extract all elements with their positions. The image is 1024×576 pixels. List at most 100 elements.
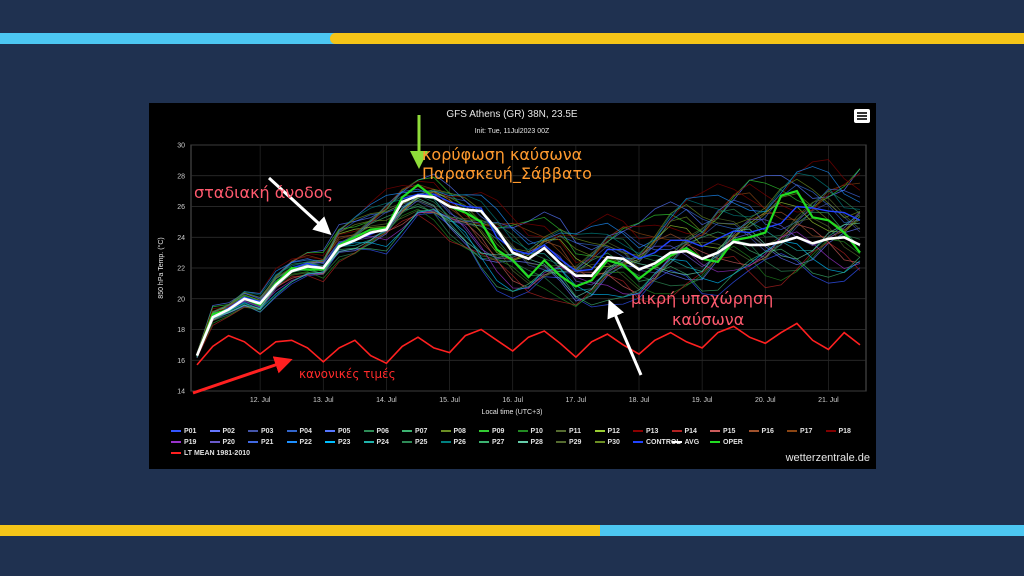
credit-text[interactable]: wetterzentrale.de [785,452,870,464]
legend-item[interactable]: P22 [286,439,312,446]
legend-label: P06 [376,428,389,435]
legend-item[interactable]: CONTROL [633,439,681,446]
legend-label: P17 [800,428,813,435]
legend-swatch [517,430,528,433]
x-tick-label: 15. Jul [439,397,460,404]
y-tick-label: 26 [177,204,185,211]
chart-menu-button[interactable] [854,109,870,123]
legend-swatch [325,430,335,433]
ensemble-member-line [196,203,861,357]
legend-swatch [171,430,181,433]
legend-item[interactable]: P03 [248,428,273,435]
legend-label: P29 [569,439,582,446]
legend-label: P11 [569,428,582,435]
legend-swatch [479,441,489,444]
ensemble-member-line [196,172,861,354]
legend-item[interactable]: P14 [671,428,697,435]
legend-label: P21 [261,439,274,446]
legend-item[interactable]: P13 [633,428,658,435]
legend-item[interactable]: P01 [171,428,196,435]
arrow-small-dip [607,299,643,376]
legend-label: P05 [338,428,351,435]
ensemble-member-line [196,209,861,358]
x-tick-label: 13. Jul [313,397,334,404]
legend-item[interactable]: OPER [710,439,743,446]
series-layer [195,183,861,366]
legend-item[interactable]: P25 [402,439,427,446]
legend-item[interactable]: P26 [440,439,466,446]
legend-swatch [556,441,566,444]
legend-item[interactable]: P15 [710,428,735,435]
legend-item[interactable]: P08 [440,428,466,435]
legend-swatch [594,430,605,433]
y-tick-label: 20 [177,296,185,303]
legend-item[interactable]: P09 [479,428,504,435]
ensemble-member-line [196,208,861,358]
x-tick-label: 17. Jul [566,397,587,404]
legend-label: AVG [684,439,700,446]
legend-item[interactable]: P18 [825,428,851,435]
legend-label: P30 [607,439,620,446]
legend-swatch [209,441,220,444]
legend-label: P13 [646,428,659,435]
x-tick-label: 19. Jul [692,397,713,404]
legend-label: P19 [184,439,197,446]
legend-item[interactable]: P05 [325,428,350,435]
legend-item[interactable]: P16 [748,428,774,435]
legend-item[interactable]: P12 [594,428,620,435]
series-line-lt-mean-1981-2010 [196,322,861,366]
legend-item[interactable]: P04 [286,428,312,435]
legend-item[interactable]: P30 [594,439,620,446]
y-tick-label: 28 [177,173,185,180]
series-line-avg [195,194,861,357]
legend-item[interactable]: P20 [209,439,235,446]
legend-swatch [748,430,759,433]
legend-swatch [710,441,720,444]
legend-item[interactable]: P21 [248,439,273,446]
legend-item[interactable]: P06 [363,428,389,435]
legend-item[interactable]: P24 [363,439,389,446]
series-line-control [196,193,861,356]
legend-swatch [671,430,682,433]
legend-label: P27 [492,439,505,446]
annotation-peak-line2: Παρασκευή_Σάββατο [422,164,592,183]
ensemble-member-line [196,172,861,356]
x-tick-label: 21. Jul [818,397,839,404]
ensemble-member-line [196,210,861,358]
legend-label: P20 [222,439,235,446]
legend-swatch [402,441,412,444]
y-tick-label: 14 [177,389,185,396]
chart-svg: GFS Athens (GR) 38N, 23.5E Init: Tue, 11… [157,109,867,416]
legend-item[interactable]: AVG [671,439,700,446]
legend-item[interactable]: P27 [479,439,504,446]
legend-item[interactable]: P23 [325,439,350,446]
legend-item[interactable]: P11 [556,428,581,435]
legend-label: P25 [415,439,428,446]
chart-panel: GFS Athens (GR) 38N, 23.5E Init: Tue, 11… [149,103,876,469]
legend-swatch [633,430,643,433]
legend-item[interactable]: P29 [556,439,581,446]
legend-item[interactable]: P10 [517,428,543,435]
legend-swatch [787,430,797,433]
legend-swatch [594,441,605,444]
legend-swatch [517,441,528,444]
chart-title: GFS Athens (GR) 38N, 23.5E [446,109,577,120]
legend-item[interactable]: P17 [787,428,812,435]
ticks-layer: 14 16 18 20 22 24 26 28 30 12. Jul 13. Jul 14. Jul 1… [177,143,839,405]
legend-label: P03 [261,428,274,435]
y-axis-label: 850 hPa Temp. (°C) [157,237,165,298]
legend-label: OPER [723,439,743,446]
x-tick-label: 20. Jul [755,397,776,404]
x-tick-label: 12. Jul [250,397,271,404]
legend-label: P14 [684,428,697,435]
bottom-accent-bar-blue [600,525,1024,536]
legend-label: P22 [299,439,312,446]
legend-label: P24 [376,439,389,446]
legend-item[interactable]: LT MEAN 1981-2010 [171,450,250,457]
legend-swatch [286,430,297,433]
legend-item[interactable]: P19 [171,439,196,446]
legend-item[interactable]: P28 [517,439,543,446]
legend-item[interactable]: P02 [209,428,235,435]
legend-item[interactable]: P07 [402,428,427,435]
legend-label: P23 [338,439,351,446]
